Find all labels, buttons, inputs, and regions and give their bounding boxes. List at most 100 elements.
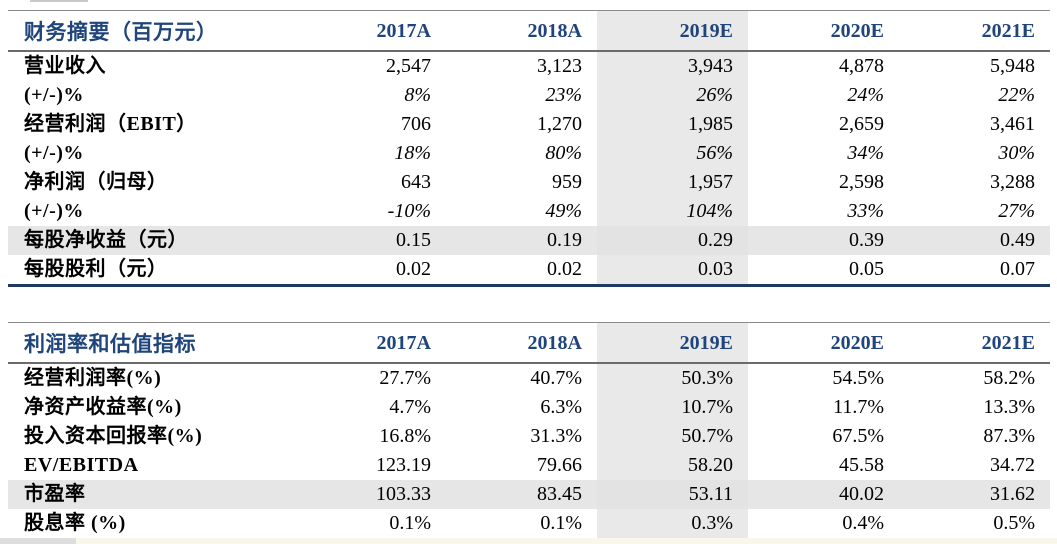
- cell-value: 80%: [545, 142, 582, 164]
- row-label: 投入资本回报率(%): [24, 425, 203, 447]
- cell-value: 33%: [847, 200, 884, 222]
- row-label: 净资产收益率(%): [24, 396, 182, 418]
- column-header-2017A: 2017A: [295, 10, 446, 52]
- row-label: (+/-)%: [24, 142, 84, 164]
- cell-value: 4.7%: [389, 396, 431, 418]
- financial-summary-table: 财务摘要（百万元） 2017A 2018A 2019E 2020E 2021E …: [8, 10, 1050, 287]
- cell-value: 27%: [998, 200, 1035, 222]
- cell-value: 2,598: [839, 171, 884, 193]
- column-header-2021E: 2021E: [899, 10, 1050, 52]
- cell-value: 0.07: [899, 255, 1050, 287]
- cell-value: 58.2%: [983, 367, 1035, 389]
- cell-value: 0.1%: [295, 509, 446, 541]
- cell-value: 40.7%: [530, 367, 582, 389]
- cell-value: 54.5%: [832, 367, 884, 389]
- cell-value: 23%: [545, 84, 582, 106]
- table-row-roic: 投入资本回报率(%) 16.8% 31.3% 50.7% 67.5% 87.3%: [8, 422, 1050, 451]
- table-row-pe: 市盈率 103.33 83.45 53.11 40.02 31.62: [8, 480, 1050, 509]
- row-label: (+/-)%: [24, 200, 84, 222]
- cell-value: 3,288: [990, 171, 1035, 193]
- column-header-2020E: 2020E: [748, 322, 899, 364]
- cell-value: 0.02: [446, 255, 597, 287]
- cell-value: 643: [401, 171, 431, 193]
- bottom-crop-gray-box: [0, 538, 76, 544]
- table2-title: 利润率和估值指标: [8, 322, 295, 364]
- cell-value: 0.15: [295, 226, 446, 255]
- cell-value: 53.11: [597, 480, 748, 509]
- cell-value: 706: [401, 113, 431, 135]
- cell-value: 104%: [597, 197, 748, 226]
- cell-value: 2,547: [386, 55, 431, 77]
- table-row-net-profit: 净利润（归母） 643 959 1,957 2,598 3,288: [8, 168, 1050, 197]
- row-label: 净利润（归母）: [24, 171, 168, 193]
- cell-value: 0.5%: [899, 509, 1050, 541]
- cell-value: 0.39: [748, 226, 899, 255]
- cell-value: 58.20: [597, 451, 748, 480]
- cell-value: 3,943: [597, 51, 748, 81]
- row-label: 经营利润（EBIT）: [24, 113, 197, 135]
- column-header-2021E: 2021E: [899, 322, 1050, 364]
- table-row-revenue: 营业收入 2,547 3,123 3,943 4,878 5,948: [8, 51, 1050, 81]
- cell-value: 123.19: [376, 454, 431, 476]
- cell-value: 18%: [394, 142, 431, 164]
- cell-value: 1,957: [597, 168, 748, 197]
- cell-value: 0.03: [597, 255, 748, 287]
- cell-value: 79.66: [537, 454, 582, 476]
- cell-value: 40.02: [748, 480, 899, 509]
- cell-value: 1,270: [537, 113, 582, 135]
- cell-value: 67.5%: [832, 425, 884, 447]
- column-header-2018A: 2018A: [446, 322, 597, 364]
- row-label: 营业收入: [24, 55, 106, 77]
- cell-value: 50.3%: [597, 363, 748, 393]
- column-header-2020E: 2020E: [748, 10, 899, 52]
- cell-value: 56%: [597, 139, 748, 168]
- row-label: 经营利润率(%): [24, 367, 162, 389]
- row-label: 每股净收益（元）: [8, 226, 295, 255]
- column-header-2017A: 2017A: [295, 322, 446, 364]
- financial-summary-header-row: 财务摘要（百万元） 2017A 2018A 2019E 2020E 2021E: [8, 10, 1050, 52]
- cell-value: 87.3%: [983, 425, 1035, 447]
- row-label: EV/EBITDA: [24, 454, 139, 476]
- valuation-metrics-header-row: 利润率和估值指标 2017A 2018A 2019E 2020E 2021E: [8, 322, 1050, 364]
- table-row-ebit-growth: (+/-)% 18% 80% 56% 34% 30%: [8, 139, 1050, 168]
- valuation-metrics-table: 利润率和估值指标 2017A 2018A 2019E 2020E 2021E 经…: [8, 322, 1050, 541]
- table-row-roe: 净资产收益率(%) 4.7% 6.3% 10.7% 11.7% 13.3%: [8, 393, 1050, 422]
- cell-value: 83.45: [446, 480, 597, 509]
- row-label: 市盈率: [8, 480, 295, 509]
- cell-value: 0.3%: [597, 509, 748, 541]
- table-row-operating-margin: 经营利润率(%) 27.7% 40.7% 50.3% 54.5% 58.2%: [8, 363, 1050, 393]
- table-row-dps: 每股股利（元） 0.02 0.02 0.03 0.05 0.07: [8, 255, 1050, 287]
- cell-value: 34.72: [990, 454, 1035, 476]
- table-row-eps: 每股净收益（元） 0.15 0.19 0.29 0.39 0.49: [8, 226, 1050, 255]
- cell-value: 0.4%: [748, 509, 899, 541]
- bottom-crop-artifact: [0, 538, 1057, 544]
- top-crop-artifact: [30, 0, 88, 2]
- cell-value: 24%: [847, 84, 884, 106]
- cell-value: 26%: [597, 81, 748, 110]
- cell-value: 31.3%: [530, 425, 582, 447]
- row-label: 每股股利（元）: [8, 255, 295, 287]
- table-row-ebit: 经营利润（EBIT） 706 1,270 1,985 2,659 3,461: [8, 110, 1050, 139]
- cell-value: 4,878: [839, 55, 884, 77]
- cell-value: 0.02: [295, 255, 446, 287]
- cell-value: 50.7%: [597, 422, 748, 451]
- cell-value: 13.3%: [983, 396, 1035, 418]
- cell-value: 3,123: [537, 55, 582, 77]
- table-row-net-profit-growth: (+/-)% -10% 49% 104% 33% 27%: [8, 197, 1050, 226]
- cell-value: 8%: [404, 84, 431, 106]
- cell-value: 31.62: [899, 480, 1050, 509]
- cell-value: 30%: [998, 142, 1035, 164]
- cell-value: 49%: [545, 200, 582, 222]
- cell-value: 11.7%: [833, 396, 884, 418]
- cell-value: 3,461: [990, 113, 1035, 135]
- cell-value: -10%: [387, 200, 431, 222]
- cell-value: 6.3%: [540, 396, 582, 418]
- cell-value: 103.33: [295, 480, 446, 509]
- row-label: 股息率 (%): [8, 509, 295, 541]
- cell-value: 16.8%: [379, 425, 431, 447]
- cell-value: 0.29: [597, 226, 748, 255]
- cell-value: 5,948: [990, 55, 1035, 77]
- cell-value: 34%: [847, 142, 884, 164]
- column-header-2019E: 2019E: [597, 10, 748, 52]
